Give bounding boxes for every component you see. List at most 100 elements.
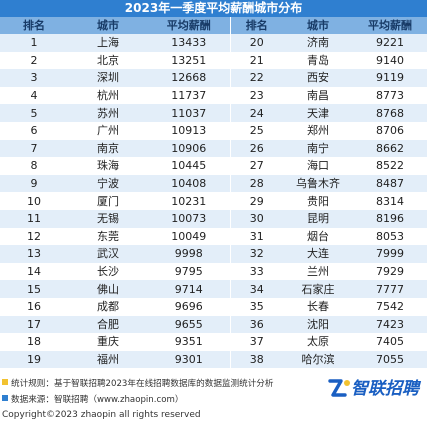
city-cell: 上海 <box>68 34 148 52</box>
rank-cell-2: 20 <box>229 34 283 52</box>
salary-cell: 9301 <box>148 350 230 369</box>
city-cell-2: 南宁 <box>283 139 353 158</box>
city-cell-2: 青岛 <box>283 51 353 70</box>
salary-cell-2: 8196 <box>353 209 427 228</box>
table-row: 10 厦门 10231 29 贵阳 8314 <box>0 192 427 210</box>
page-title: 2023年一季度平均薪酬城市分布 <box>0 0 427 17</box>
salary-cell: 9998 <box>148 245 230 263</box>
table-header-row: 排名 城市 平均薪酬 排名 城市 平均薪酬 <box>0 17 427 34</box>
salary-cell: 12668 <box>148 69 230 87</box>
city-cell-2: 石家庄 <box>283 280 353 298</box>
salary-cell: 9714 <box>148 280 230 298</box>
rank-cell-2: 33 <box>229 262 283 281</box>
rank-cell-2: 34 <box>229 280 283 298</box>
salary-cell-2: 8053 <box>353 227 427 246</box>
rank-cell: 11 <box>0 209 68 228</box>
salary-cell: 10906 <box>148 139 230 158</box>
rank-cell-2: 38 <box>229 350 283 369</box>
salary-cell-2: 7999 <box>353 245 427 263</box>
blue-marker-icon <box>2 395 8 401</box>
salary-cell-2: 8706 <box>353 121 427 140</box>
city-cell-2: 兰州 <box>283 262 353 281</box>
header-city-2: 城市 <box>283 17 353 34</box>
city-cell: 厦门 <box>68 192 148 210</box>
salary-cell: 13433 <box>148 34 230 52</box>
copyright-text: Copyright©2023 zhaopin all rights reserv… <box>2 410 201 420</box>
salary-cell-2: 8522 <box>353 157 427 175</box>
city-cell-2: 济南 <box>283 34 353 52</box>
salary-cell: 13251 <box>148 51 230 70</box>
table-row: 4 杭州 11737 23 南昌 8773 <box>0 86 427 105</box>
city-cell-2: 天津 <box>283 104 353 122</box>
rank-cell-2: 23 <box>229 86 283 105</box>
salary-cell-2: 8487 <box>353 174 427 193</box>
rank-cell-2: 26 <box>229 139 283 158</box>
salary-cell: 11037 <box>148 104 230 122</box>
city-cell-2: 烟台 <box>283 227 353 246</box>
city-cell: 东莞 <box>68 227 148 246</box>
notes: 统计规则：基于智联招聘2023年在线招聘数据库的数据监测统计分析 数据来源：智联… <box>2 376 322 408</box>
logo-text: 智联招聘 <box>351 379 419 399</box>
city-cell: 南京 <box>68 139 148 158</box>
city-cell: 北京 <box>68 51 148 70</box>
table-row: 18 重庆 9351 37 太原 7405 <box>0 333 427 351</box>
city-cell-2: 沈阳 <box>283 315 353 334</box>
table-row: 7 南京 10906 26 南宁 8662 <box>0 139 427 158</box>
rank-cell: 13 <box>0 245 68 263</box>
city-cell: 佛山 <box>68 280 148 298</box>
salary-cell-2: 9221 <box>353 34 427 52</box>
salary-cell-2: 7542 <box>353 297 427 316</box>
salary-cell-2: 7405 <box>353 333 427 351</box>
rank-cell-2: 29 <box>229 192 283 210</box>
footer: 统计规则：基于智联招聘2023年在线招聘数据库的数据监测统计分析 数据来源：智联… <box>0 370 427 426</box>
rank-cell: 6 <box>0 121 68 140</box>
salary-cell: 10913 <box>148 121 230 140</box>
data-source-text: 数据来源：智联招聘（www.zhaopin.com） <box>11 395 184 405</box>
rank-cell: 2 <box>0 51 68 70</box>
city-cell: 重庆 <box>68 333 148 351</box>
city-cell-2: 西安 <box>283 69 353 87</box>
city-cell: 无锡 <box>68 209 148 228</box>
rank-cell-2: 36 <box>229 315 283 334</box>
city-cell-2: 贵阳 <box>283 192 353 210</box>
city-cell-2: 昆明 <box>283 209 353 228</box>
city-cell: 珠海 <box>68 157 148 175</box>
rank-cell-2: 37 <box>229 333 283 351</box>
salary-cell: 10049 <box>148 227 230 246</box>
rank-cell: 18 <box>0 333 68 351</box>
header-city: 城市 <box>68 17 148 34</box>
table-row: 8 珠海 10445 27 海口 8522 <box>0 157 427 175</box>
header-rank: 排名 <box>0 17 68 34</box>
rank-cell-2: 22 <box>229 69 283 87</box>
salary-cell-2: 8768 <box>353 104 427 122</box>
city-cell: 长沙 <box>68 262 148 281</box>
rank-cell-2: 27 <box>229 157 283 175</box>
salary-cell-2: 9140 <box>353 51 427 70</box>
rank-cell: 7 <box>0 139 68 158</box>
city-cell: 成都 <box>68 297 148 316</box>
table-row: 9 宁波 10408 28 乌鲁木齐 8487 <box>0 174 427 193</box>
zhaopin-logo: 智联招聘 <box>327 373 425 403</box>
city-cell-2: 郑州 <box>283 121 353 140</box>
city-cell-2: 大连 <box>283 245 353 263</box>
table-row: 15 佛山 9714 34 石家庄 7777 <box>0 280 427 298</box>
city-cell: 杭州 <box>68 86 148 105</box>
city-cell: 合肥 <box>68 315 148 334</box>
rank-cell: 17 <box>0 315 68 334</box>
rank-cell-2: 30 <box>229 209 283 228</box>
table-row: 3 深圳 12668 22 西安 9119 <box>0 69 427 87</box>
header-rank-2: 排名 <box>229 17 283 34</box>
salary-cell: 10073 <box>148 209 230 228</box>
city-cell: 广州 <box>68 121 148 140</box>
table-row: 1 上海 13433 20 济南 9221 <box>0 34 427 52</box>
rank-cell: 8 <box>0 157 68 175</box>
rank-cell-2: 28 <box>229 174 283 193</box>
table-row: 19 福州 9301 38 哈尔滨 7055 <box>0 350 427 369</box>
rank-cell: 9 <box>0 174 68 193</box>
rank-cell: 4 <box>0 86 68 105</box>
table-row: 2 北京 13251 21 青岛 9140 <box>0 51 427 70</box>
city-cell-2: 哈尔滨 <box>283 350 353 369</box>
stat-rule-text: 统计规则：基于智联招聘2023年在线招聘数据库的数据监测统计分析 <box>11 379 274 389</box>
salary-cell: 9655 <box>148 315 230 334</box>
salary-cell: 10445 <box>148 157 230 175</box>
